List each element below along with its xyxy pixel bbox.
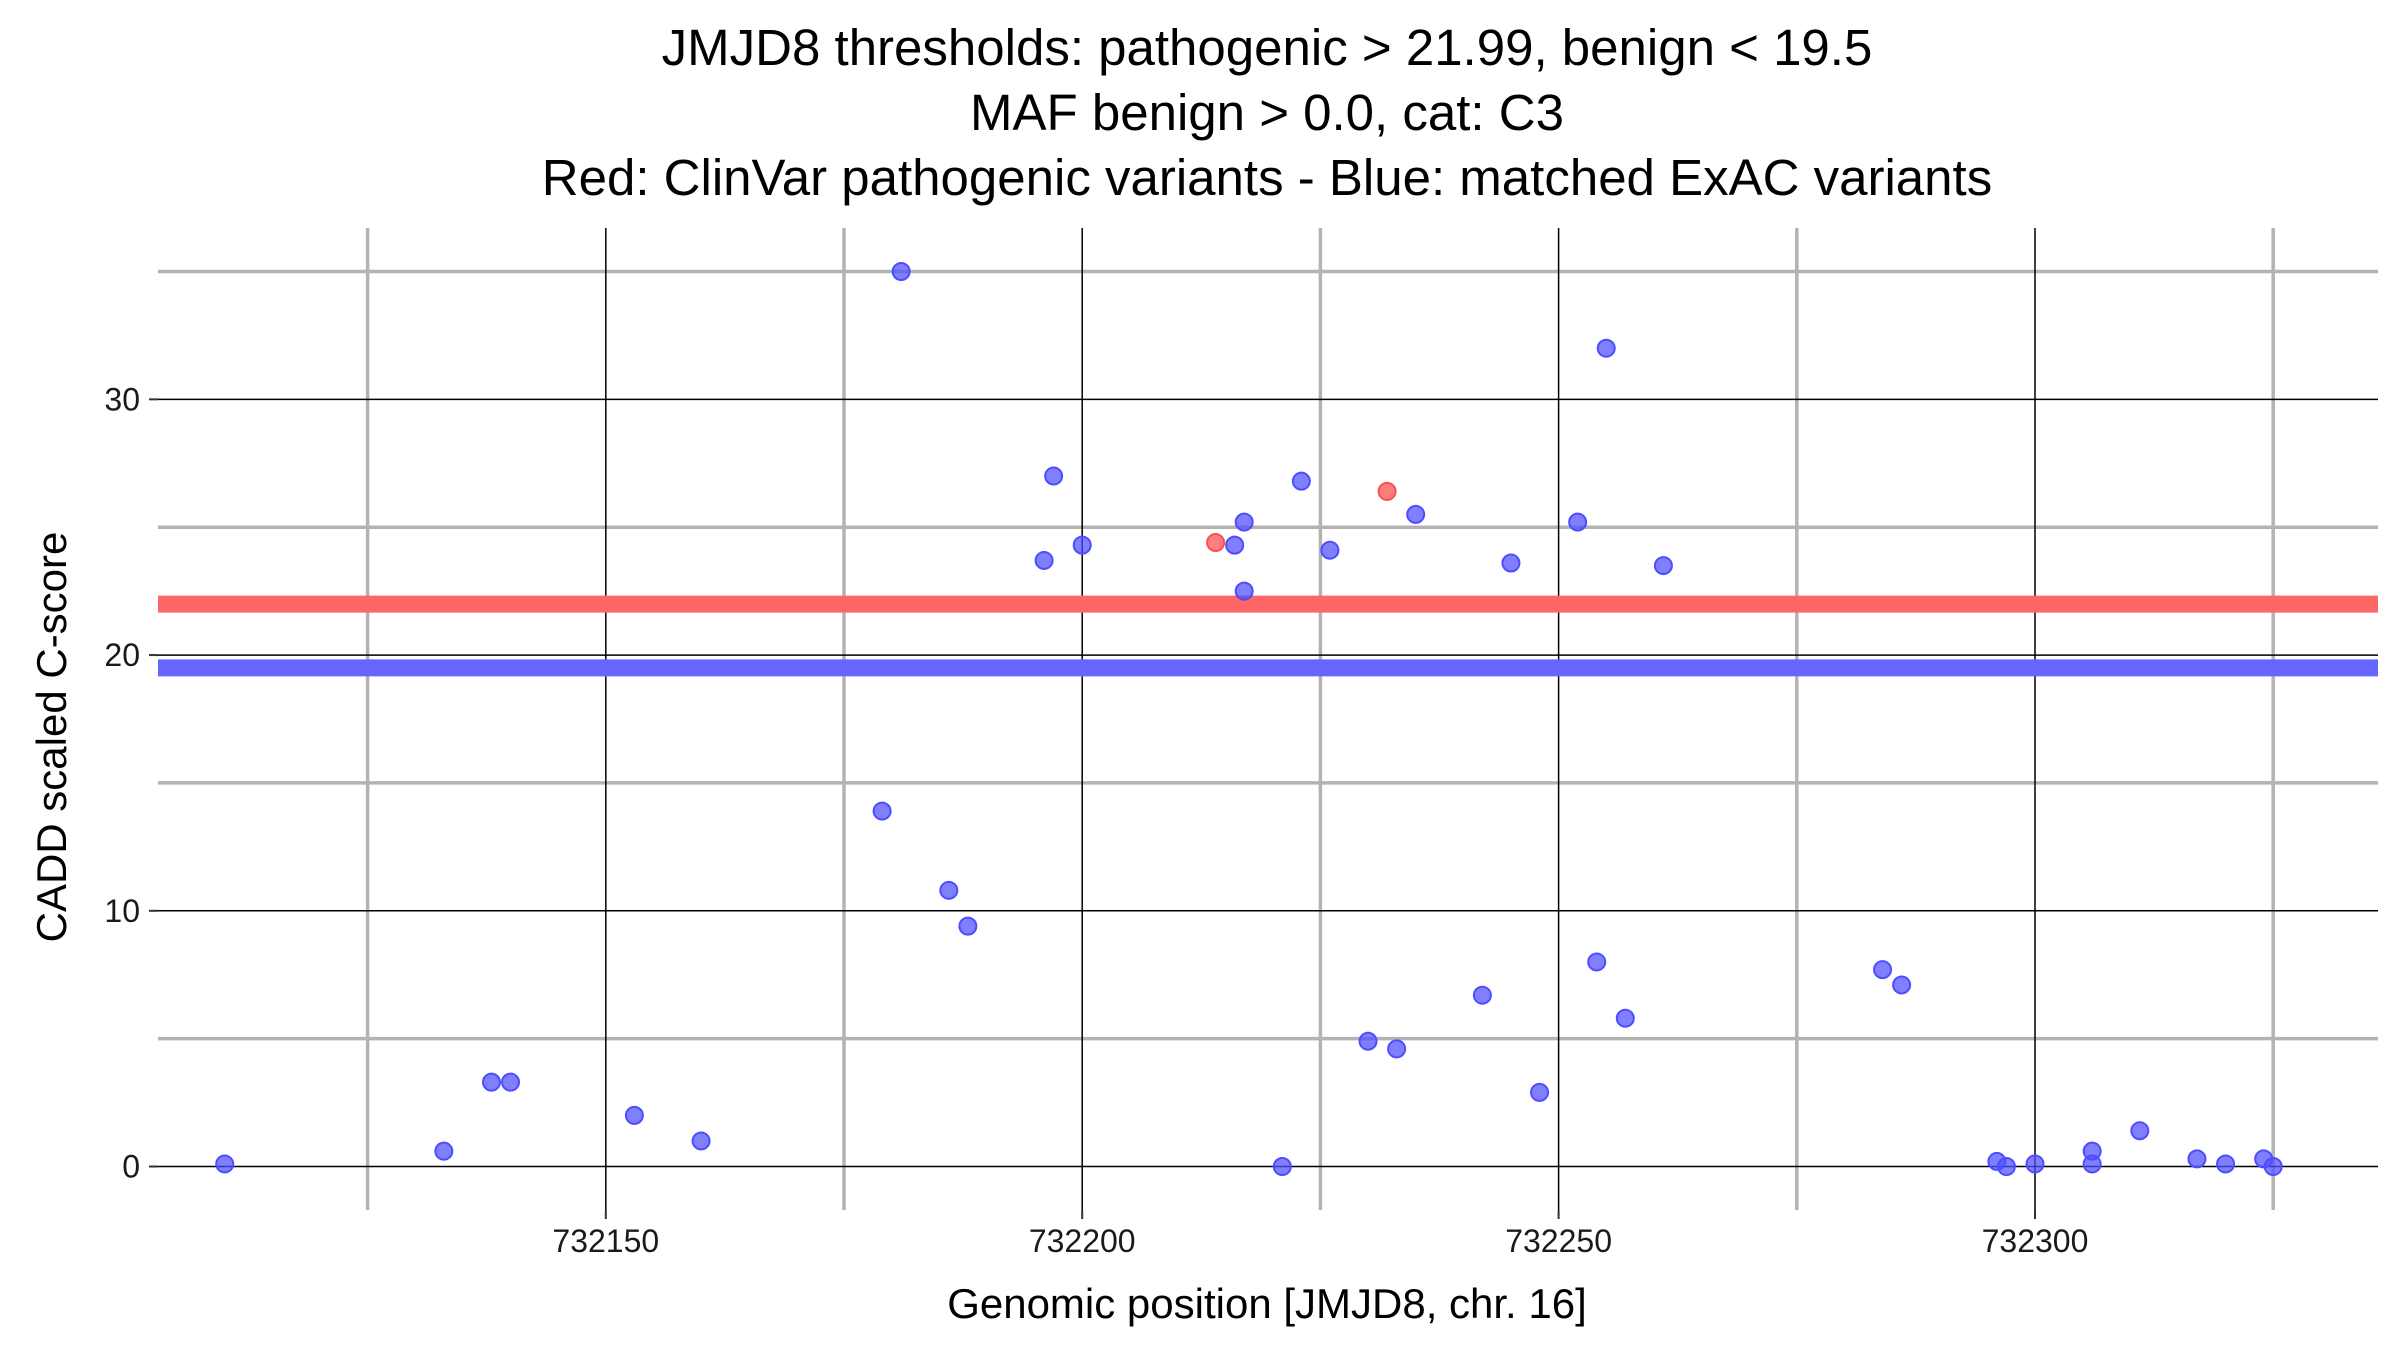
chart-title-line-2: MAF benign > 0.0, cat: C3	[970, 84, 1564, 141]
exac-variant-point	[1653, 556, 1673, 576]
exac-variant-point	[1406, 504, 1426, 524]
exac-variant-point	[1234, 581, 1254, 601]
exac-variant-point	[2263, 1157, 2283, 1177]
chart-title-line-1: JMJD8 thresholds: pathogenic > 21.99, be…	[662, 19, 1873, 76]
exac-variant-point	[891, 261, 911, 281]
threshold-lines	[158, 595, 2378, 677]
chart-titles: JMJD8 thresholds: pathogenic > 21.99, be…	[542, 19, 1992, 206]
exac-variant-point	[872, 801, 892, 821]
data-points	[215, 261, 2283, 1177]
exac-variant-point	[2130, 1121, 2150, 1141]
exac-variant-point	[1587, 952, 1607, 972]
exac-variant-point	[1320, 540, 1340, 560]
x-tick-label: 732300	[1982, 1223, 2089, 1259]
exac-variant-point	[2025, 1154, 2045, 1174]
x-tick-label: 732200	[1029, 1223, 1136, 1259]
y-tick-label: 20	[104, 637, 140, 673]
exac-variant-point	[1072, 535, 1092, 555]
exac-variant-point	[501, 1072, 521, 1092]
exac-variant-point	[215, 1154, 235, 1174]
y-tick-label: 0	[122, 1149, 140, 1185]
exac-variant-point	[1568, 512, 1588, 532]
exac-variant-point	[1358, 1031, 1378, 1051]
exac-variant-point	[958, 916, 978, 936]
exac-variant-point	[1225, 535, 1245, 555]
exac-variant-point	[1501, 553, 1521, 573]
exac-variant-point	[1996, 1157, 2016, 1177]
clinvar-pathogenic-point	[1206, 533, 1226, 553]
exac-variant-point	[481, 1072, 501, 1092]
gridlines	[158, 228, 2378, 1210]
chart-title-line-3: Red: ClinVar pathogenic variants - Blue:…	[542, 149, 1992, 206]
exac-variant-point	[1272, 1157, 1292, 1177]
clinvar-pathogenic-point	[1377, 481, 1397, 501]
x-axis-label: Genomic position [JMJD8, chr. 16]	[947, 1280, 1587, 1327]
x-tick-label: 732250	[1505, 1223, 1612, 1259]
exac-variant-point	[2082, 1154, 2102, 1174]
exac-variant-point	[1530, 1082, 1550, 1102]
exac-variant-point	[939, 880, 959, 900]
exac-variant-point	[434, 1141, 454, 1161]
exac-variant-point	[691, 1131, 711, 1151]
x-tick-label: 732150	[552, 1223, 659, 1259]
y-tick-label: 30	[104, 381, 140, 417]
exac-variant-point	[1291, 471, 1311, 491]
exac-variant-point	[1472, 985, 1492, 1005]
exac-variant-point	[1892, 975, 1912, 995]
exac-variant-point	[2187, 1149, 2207, 1169]
y-tick-label: 10	[104, 893, 140, 929]
exac-variant-point	[624, 1105, 644, 1125]
exac-variant-point	[1615, 1008, 1635, 1028]
y-axis-label: CADD scaled C-score	[28, 532, 75, 943]
exac-variant-point	[1387, 1039, 1407, 1059]
axis-ticks: 732150 732200 732250 732300 0 10 20 30	[104, 381, 2088, 1259]
exac-variant-point	[1873, 960, 1893, 980]
exac-variant-point	[1596, 338, 1616, 358]
exac-variant-point	[1034, 550, 1054, 570]
exac-variant-point	[2216, 1154, 2236, 1174]
exac-variant-point	[1044, 466, 1064, 486]
exac-variant-point	[1234, 512, 1254, 532]
